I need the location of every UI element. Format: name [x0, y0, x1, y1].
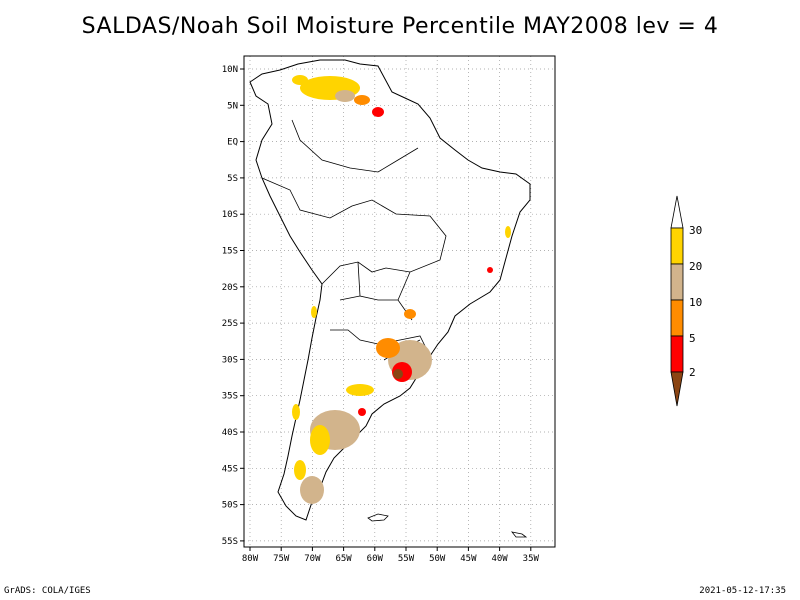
- lat-tick-label: EQ: [227, 138, 238, 148]
- footer-timestamp: 2021-05-12-17:35: [699, 586, 786, 596]
- lat-tick-label: 5S: [227, 174, 238, 184]
- lon-tick-label: 50W: [429, 554, 446, 564]
- colorbar-label-5: 5: [689, 332, 696, 345]
- plot-area: [243, 55, 556, 548]
- colorbar-label-2: 2: [689, 366, 696, 379]
- lon-tick-label: 65W: [335, 554, 352, 564]
- lon-tick-label: 45W: [460, 554, 477, 564]
- colorbar-10-20: [670, 263, 684, 301]
- lon-tick-label: 55W: [398, 554, 415, 564]
- south-georgia: [511, 531, 528, 538]
- lat-tick-label: 50S: [222, 501, 238, 511]
- lon-tick-label: 80W: [242, 554, 259, 564]
- colorbar-bottom-triangle: [670, 371, 684, 407]
- lat-tick-label: 10S: [222, 210, 238, 220]
- lat-tick-label: 5N: [227, 101, 238, 111]
- lat-tick-label: 55S: [222, 537, 238, 547]
- longitude-axis: 80W 75W 70W 65W 60W 55W 50W 45W 40W 35W: [242, 547, 540, 564]
- colorbar-label-10: 10: [689, 296, 702, 309]
- soil-moisture-patches: [292, 75, 511, 504]
- colorbar-label-30: 30: [689, 224, 702, 237]
- colorbar: 30 20 10 5 2: [670, 195, 702, 407]
- lon-tick-label: 40W: [491, 554, 508, 564]
- lon-tick-label: 60W: [367, 554, 384, 564]
- colorbar-label-20: 20: [689, 260, 702, 273]
- south-america-outline: [249, 59, 531, 521]
- plot-frame: [243, 55, 556, 548]
- lat-tick-label: 25S: [222, 319, 238, 329]
- colorbar-5-10: [670, 299, 684, 337]
- colorbar-top-triangle: [670, 195, 684, 229]
- lat-tick-label: 15S: [222, 247, 238, 257]
- lat-tick-label: 35S: [222, 392, 238, 402]
- lat-tick-label: 45S: [222, 464, 238, 474]
- lat-tick-label: 30S: [222, 355, 238, 365]
- colorbar-20-30: [670, 227, 684, 265]
- lon-tick-label: 75W: [273, 554, 290, 564]
- lat-tick-label: 20S: [222, 283, 238, 293]
- lon-tick-label: 35W: [523, 554, 540, 564]
- lat-tick-label: 40S: [222, 428, 238, 438]
- falkland-islands: [367, 513, 389, 522]
- lon-tick-label: 70W: [304, 554, 321, 564]
- footer-credit: GrADS: COLA/IGES: [4, 586, 91, 596]
- map-title: SALDAS/Noah Soil Moisture Percentile MAY…: [81, 14, 719, 39]
- colorbar-2-5: [670, 335, 684, 373]
- lat-tick-label: 10N: [222, 65, 238, 75]
- latitude-axis: 10N 5N EQ 5S 10S 15S 20S 25S 30S 35S 40S 45S 50S 55S: [222, 65, 244, 547]
